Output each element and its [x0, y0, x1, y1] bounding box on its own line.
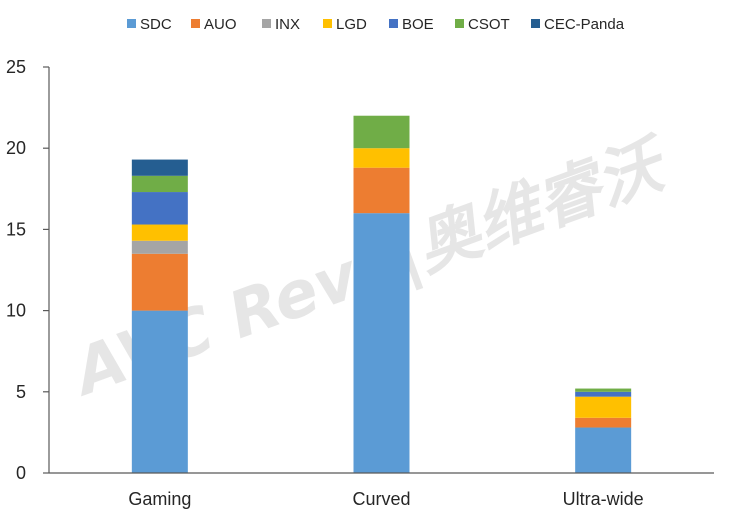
legend-swatch [389, 19, 398, 28]
y-tick-label: 15 [6, 219, 26, 239]
bar-segment-csot [353, 115, 410, 149]
x-category-label: Ultra-wide [563, 489, 644, 509]
legend-label: LGD [336, 16, 367, 33]
bar-segment-auo [575, 417, 632, 428]
legend-swatch [127, 19, 136, 28]
x-category-label: Curved [352, 489, 410, 509]
y-tick-label: 0 [16, 463, 26, 483]
bar-segment-sdc [353, 213, 410, 473]
legend-swatch [455, 19, 464, 28]
bar-segment-csot [131, 175, 188, 193]
x-category-label: Gaming [128, 489, 191, 509]
axes: 0 5 10 15 20 25 Gaming Curved Ultra-wide [6, 57, 714, 509]
legend-swatch [323, 19, 332, 28]
bar-segment-lgd [575, 396, 632, 418]
bar-segment-sdc [575, 427, 632, 473]
legend-label: INX [275, 16, 300, 33]
y-tick-label: 25 [6, 57, 26, 77]
bar-segment-auo [353, 167, 410, 214]
y-tick-label: 5 [16, 382, 26, 402]
bar-segment-auo [131, 253, 188, 311]
legend-label: CEC-Panda [544, 16, 625, 33]
bar-segment-cec-panda [131, 159, 188, 176]
bars-layer [131, 115, 632, 473]
legend: SDC AUO INX LGD BOE CSOT CEC-Panda [127, 16, 625, 33]
legend-label: BOE [402, 16, 434, 33]
bar-segment-inx [131, 240, 188, 254]
legend-swatch [531, 19, 540, 28]
bar-segment-lgd [353, 148, 410, 168]
legend-label: SDC [140, 16, 172, 33]
legend-label: CSOT [468, 16, 510, 33]
legend-label: AUO [204, 16, 237, 33]
bar-segment-sdc [131, 310, 188, 473]
y-tick-label: 20 [6, 138, 26, 158]
bar-segment-boe [131, 192, 188, 225]
bar-segment-boe [575, 391, 632, 397]
bar-segment-lgd [131, 224, 188, 241]
y-tick-label: 10 [6, 301, 26, 321]
bar-segment-csot [575, 388, 632, 392]
legend-swatch [262, 19, 271, 28]
legend-swatch [191, 19, 200, 28]
